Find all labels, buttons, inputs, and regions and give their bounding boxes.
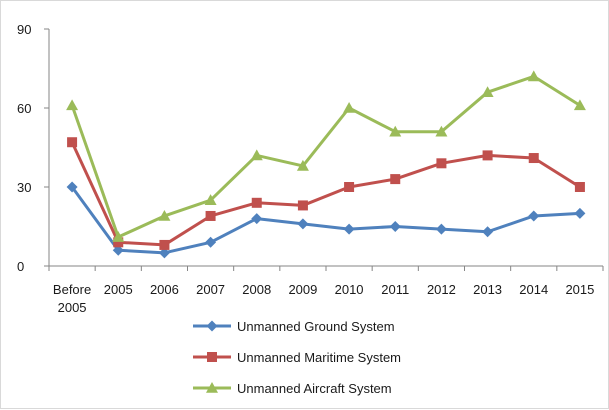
data-point (343, 223, 355, 235)
y-tick-label: 60 (17, 101, 31, 116)
data-point (251, 197, 262, 208)
legend-label: Unmanned Maritime System (237, 350, 401, 365)
legend-entry: Unmanned Aircraft System (193, 381, 392, 396)
legend-marker (206, 382, 218, 393)
y-tick-label: 0 (17, 259, 24, 274)
x-tick-label: 2010 (335, 282, 364, 297)
x-tick-label: 2007 (196, 282, 225, 297)
data-point (205, 236, 217, 248)
data-point (158, 247, 170, 259)
x-tick-label: 2006 (150, 282, 179, 297)
y-tick-label: 30 (17, 180, 31, 195)
data-point (527, 70, 540, 82)
data-point (67, 137, 78, 148)
x-tick-label: 2012 (427, 282, 456, 297)
data-point (66, 181, 78, 193)
x-tick-label: 2005 (58, 300, 87, 315)
data-point (528, 210, 540, 222)
data-point (482, 226, 494, 238)
legend-label: Unmanned Aircraft System (237, 381, 392, 396)
legend-marker (207, 352, 217, 362)
data-point (296, 159, 309, 171)
series-3 (66, 70, 586, 242)
data-point (159, 239, 170, 250)
x-tick-label: 2015 (565, 282, 594, 297)
legend-label: Unmanned Ground System (237, 319, 395, 334)
data-point (158, 209, 171, 221)
x-tick-label: 2009 (288, 282, 317, 297)
data-point (435, 223, 447, 235)
data-point (573, 99, 586, 111)
data-point (528, 153, 539, 164)
data-point (66, 99, 79, 111)
data-point (344, 182, 355, 192)
data-point (482, 150, 493, 161)
data-point (112, 244, 124, 256)
legend-entry: Unmanned Maritime System (193, 350, 401, 365)
data-point (204, 194, 217, 205)
data-point (435, 125, 448, 137)
x-tick-label: 2011 (381, 282, 409, 297)
y-tick-label: 90 (17, 22, 31, 37)
series-line (70, 186, 581, 255)
data-point (343, 102, 356, 113)
x-tick-label: 2005 (104, 282, 133, 297)
x-tick-label: 2014 (519, 282, 548, 297)
x-tick-label: 2008 (242, 282, 271, 297)
legend-marker (206, 320, 218, 332)
data-point (436, 158, 447, 169)
data-point (389, 221, 401, 232)
data-point (205, 210, 216, 221)
series-line (70, 141, 581, 247)
data-point (481, 86, 494, 97)
legend-entry: Unmanned Ground System (193, 319, 395, 334)
series-line (70, 74, 581, 239)
x-tick-label: 2013 (473, 282, 502, 297)
data-point (250, 149, 263, 161)
x-tick-label: Before (53, 282, 91, 297)
series-2 (67, 137, 585, 250)
data-point (574, 182, 585, 192)
data-point (297, 200, 308, 211)
data-point (390, 174, 401, 185)
data-point (112, 231, 125, 242)
series-1 (66, 181, 586, 259)
data-point (574, 207, 586, 219)
data-point (251, 213, 263, 225)
data-point (297, 218, 309, 230)
data-point (389, 125, 402, 137)
data-point (113, 237, 124, 248)
